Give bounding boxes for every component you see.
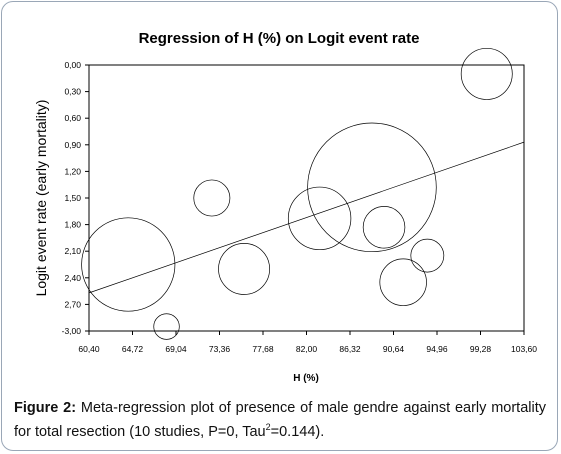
study-bubble xyxy=(410,238,445,273)
x-axis-label: H (%) xyxy=(293,373,319,384)
study-bubble xyxy=(379,258,427,306)
figure-label: Figure 2: xyxy=(14,400,77,416)
y-tick-label: 1,50 xyxy=(64,193,81,203)
x-tick-label: 94,96 xyxy=(426,344,448,354)
y-tick-label: 2,70 xyxy=(64,299,81,309)
y-tick-label: 0,60 xyxy=(64,113,81,123)
x-tick-label: 64,72 xyxy=(122,344,144,354)
y-tick-label: 2,10 xyxy=(64,246,81,256)
x-axis: 60,40 64,72 69,04 73,36 77,68 82,00 86,32 90,64… xyxy=(78,331,537,354)
study-bubble xyxy=(287,186,352,251)
x-tick-label: 60,40 xyxy=(78,344,100,354)
y-tick-label: 0,90 xyxy=(64,140,81,150)
regression-line xyxy=(88,141,525,294)
study-bubble xyxy=(153,313,180,340)
y-tick-label: 0,00 xyxy=(64,60,81,70)
caption-text: Meta-regression plot of presence of male… xyxy=(14,400,546,440)
y-tick-label: -3,00 xyxy=(62,326,82,336)
x-tick-label: 90,64 xyxy=(383,344,405,354)
y-tick-label: 1,80 xyxy=(64,220,81,230)
y-axis-label: Logit event rate (early mortality) xyxy=(33,100,49,297)
x-tick-label: 69,04 xyxy=(165,344,187,354)
bubble-series xyxy=(81,47,513,340)
x-tick-label: 82,00 xyxy=(296,344,318,354)
plot-area xyxy=(88,64,525,332)
y-tick-label: 1,20 xyxy=(64,166,81,176)
regression-chart: Regression of H (%) on Logit event rate … xyxy=(33,30,537,384)
study-bubble xyxy=(81,217,176,312)
x-tick-label: 103,60 xyxy=(511,344,537,354)
caption-superscript: 2 xyxy=(265,422,271,432)
figure-caption: Figure 2: Meta-regression plot of presen… xyxy=(14,399,546,442)
study-bubble xyxy=(218,243,270,295)
x-tick-label: 86,32 xyxy=(339,344,361,354)
caption-text-end: =0.144). xyxy=(270,423,325,440)
y-tick-label: 0,30 xyxy=(64,87,81,97)
study-bubble xyxy=(460,47,513,100)
y-axis: 0,00 0,30 0,60 0,90 1,20 1,50 1,80 2,10 2,40 2,70… xyxy=(62,60,89,336)
chart-title: Regression of H (%) on Logit event rate xyxy=(139,30,420,47)
study-bubble xyxy=(193,179,231,217)
study-bubble xyxy=(307,122,437,253)
y-tick-label: 2,40 xyxy=(64,273,81,283)
x-tick-label: 99,28 xyxy=(470,344,492,354)
x-tick-label: 77,68 xyxy=(252,344,274,354)
x-tick-label: 73,36 xyxy=(209,344,231,354)
study-bubble xyxy=(362,206,406,249)
